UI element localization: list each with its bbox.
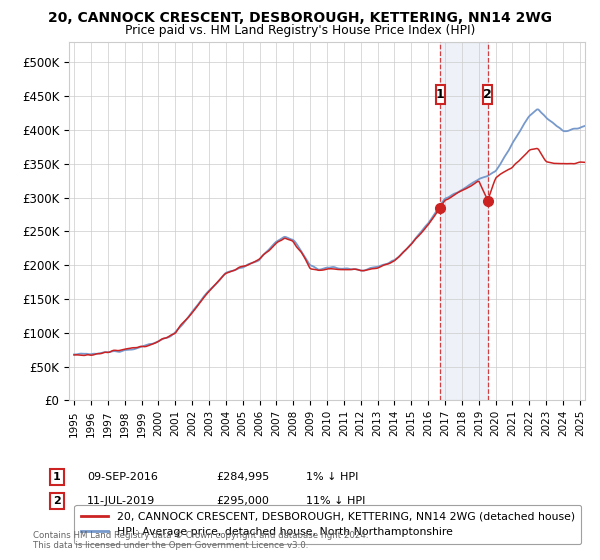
Text: £295,000: £295,000	[216, 496, 269, 506]
Text: Contains HM Land Registry data © Crown copyright and database right 2024.
This d: Contains HM Land Registry data © Crown c…	[33, 531, 368, 550]
Text: 11% ↓ HPI: 11% ↓ HPI	[306, 496, 365, 506]
Bar	[440, 42, 488, 400]
FancyBboxPatch shape	[436, 85, 445, 104]
Text: 1: 1	[436, 88, 445, 101]
Text: 2: 2	[484, 88, 492, 101]
Text: Price paid vs. HM Land Registry's House Price Index (HPI): Price paid vs. HM Land Registry's House …	[125, 24, 475, 36]
Text: 1: 1	[53, 472, 61, 482]
Text: 09-SEP-2016: 09-SEP-2016	[87, 472, 158, 482]
Text: £284,995: £284,995	[216, 472, 269, 482]
Text: 1% ↓ HPI: 1% ↓ HPI	[306, 472, 358, 482]
Text: 2: 2	[53, 496, 61, 506]
Text: 20, CANNOCK CRESCENT, DESBOROUGH, KETTERING, NN14 2WG: 20, CANNOCK CRESCENT, DESBOROUGH, KETTER…	[48, 11, 552, 25]
FancyBboxPatch shape	[483, 85, 493, 104]
Legend: 20, CANNOCK CRESCENT, DESBOROUGH, KETTERING, NN14 2WG (detached house), HPI: Ave: 20, CANNOCK CRESCENT, DESBOROUGH, KETTER…	[74, 505, 581, 544]
Text: 11-JUL-2019: 11-JUL-2019	[87, 496, 155, 506]
